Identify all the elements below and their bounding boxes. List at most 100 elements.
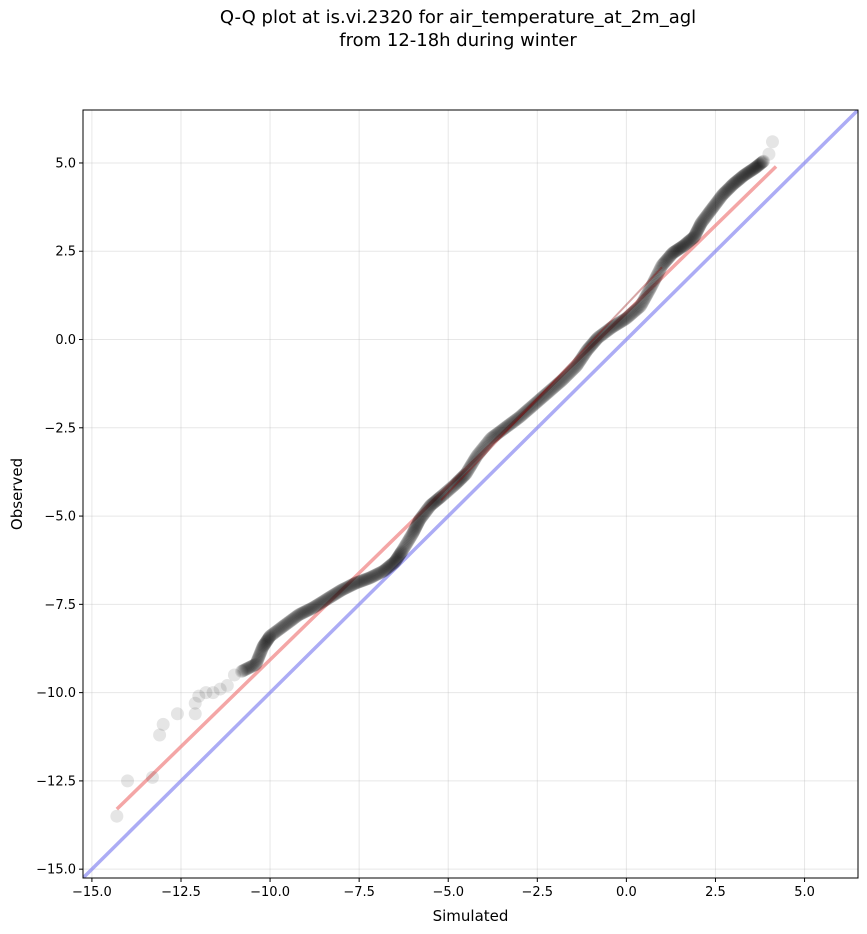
data-point [367, 569, 381, 583]
data-point [300, 604, 314, 618]
data-point [379, 563, 393, 577]
data-point [676, 239, 690, 253]
data-point [298, 605, 312, 619]
data-point [716, 187, 730, 201]
data-point [263, 630, 277, 644]
data-point [542, 385, 556, 399]
y-tick-label: 2.5 [55, 245, 76, 260]
data-point [362, 571, 376, 585]
data-point [408, 522, 422, 536]
data-point [304, 602, 318, 616]
data-point [556, 372, 570, 386]
data-point [285, 612, 299, 626]
data-point [255, 641, 269, 655]
data-point [505, 415, 519, 429]
data-point [353, 575, 367, 589]
data-point [471, 448, 485, 462]
data-point [394, 546, 408, 560]
data-point [609, 318, 623, 332]
data-point [528, 397, 542, 411]
data-point [689, 227, 703, 241]
identity-line [83, 110, 858, 878]
data-point [725, 179, 739, 193]
data-point [682, 235, 696, 249]
data-point [583, 340, 597, 354]
data-point [385, 557, 399, 571]
data-point [519, 405, 533, 419]
data-point [723, 180, 737, 194]
data-point [572, 356, 586, 370]
data-point [411, 516, 425, 530]
data-point [685, 232, 699, 246]
data-point [358, 573, 372, 587]
data-point [729, 175, 743, 189]
data-point [415, 510, 429, 524]
data-point [582, 341, 596, 355]
data-point [365, 570, 379, 584]
data-point [736, 169, 750, 183]
data-point [456, 470, 470, 484]
data-point [747, 162, 761, 176]
data-point [213, 682, 227, 696]
data-point [603, 322, 617, 336]
data-point [321, 591, 335, 605]
data-point [578, 347, 592, 361]
data-point [336, 582, 350, 596]
data-point [515, 408, 529, 422]
data-point [382, 560, 396, 574]
data-point [573, 353, 587, 367]
data-point [627, 305, 641, 319]
data-point [657, 256, 671, 270]
data-point [316, 595, 330, 609]
data-point [577, 348, 591, 362]
data-point [651, 266, 665, 280]
data-point [416, 509, 430, 523]
data-point [448, 477, 462, 491]
data-point [428, 495, 442, 509]
y-tick-label: 0.0 [55, 333, 76, 348]
data-point [752, 158, 766, 172]
data-point [292, 608, 306, 622]
data-point [256, 640, 270, 654]
data-point [293, 607, 307, 621]
data-point [541, 385, 555, 399]
data-point [490, 427, 504, 441]
data-point [296, 606, 310, 620]
data-point [426, 496, 440, 510]
data-point [335, 583, 349, 597]
data-point [686, 231, 700, 245]
data-point [434, 490, 448, 504]
data-point [589, 333, 603, 347]
data-point [642, 284, 656, 298]
data-point [423, 499, 437, 513]
data-point [249, 656, 263, 670]
data-point [399, 537, 413, 551]
data-point [650, 267, 664, 281]
data-point [359, 572, 373, 586]
y-tick-label: 5.0 [55, 156, 76, 171]
data-point [631, 302, 645, 316]
data-point [638, 291, 652, 305]
data-point [639, 289, 653, 303]
data-point [712, 193, 726, 207]
data-point [688, 228, 702, 242]
x-axis-label: Simulated [433, 907, 509, 925]
data-point [509, 412, 523, 426]
data-point [156, 717, 170, 731]
data-point [625, 306, 639, 320]
data-point [548, 379, 562, 393]
data-point [401, 534, 415, 548]
data-point [259, 635, 273, 649]
data-point [291, 609, 305, 623]
data-point [319, 593, 333, 607]
data-point [251, 652, 265, 666]
data-point [465, 457, 479, 471]
data-point [695, 215, 709, 229]
data-point [337, 582, 351, 596]
data-point [494, 424, 508, 438]
data-point [706, 200, 720, 214]
data-point [647, 275, 661, 289]
data-point [407, 525, 421, 539]
data-point [745, 163, 759, 177]
data-point [679, 237, 693, 251]
